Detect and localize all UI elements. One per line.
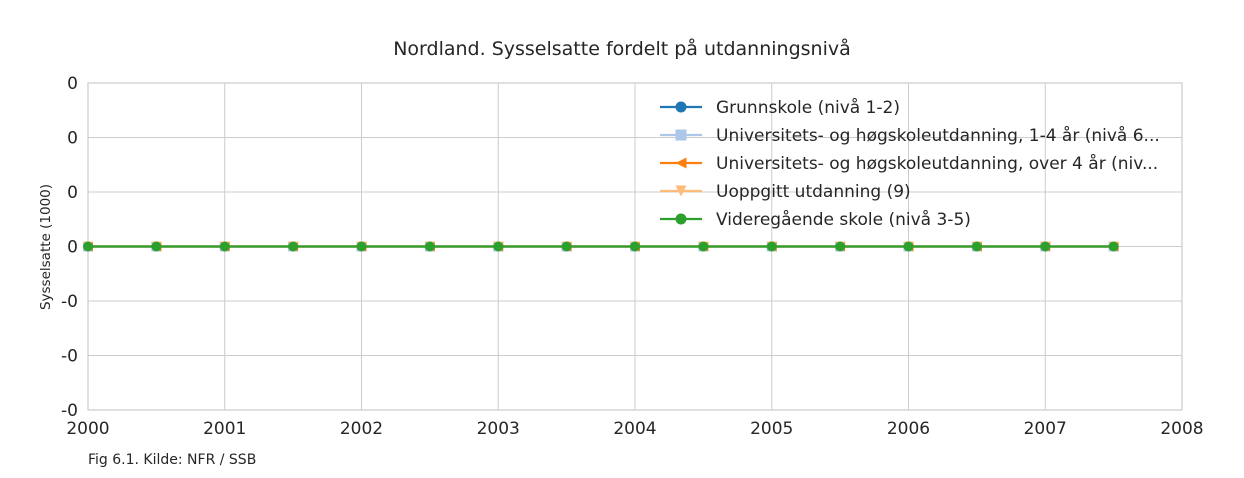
legend-marker [675,185,687,197]
x-tick-label: 2002 [340,419,383,439]
y-axis-label: Sysselsatte (1000) [38,184,54,310]
figure-caption: Fig 6.1. Kilde: NFR / SSB [88,452,256,468]
data-point [219,241,230,252]
chart-title: Nordland. Sysselsatte fordelt på utdanni… [393,37,851,60]
legend-marker [675,157,687,169]
legend-item: Videregående skole (nivå 3-5) [660,209,971,230]
x-tick-label: 2005 [750,419,793,439]
data-point [561,241,572,252]
x-tick-label: 2003 [477,419,520,439]
legend-label: Videregående skole (nivå 3-5) [716,209,971,230]
y-tick-label: -0 [61,401,78,421]
legend-marker [675,101,687,113]
legend-marker [675,213,687,225]
x-tick-label: 2000 [66,419,109,439]
y-tick-label: -0 [61,347,78,367]
x-tick-label: 2001 [203,419,246,439]
data-point [424,241,435,252]
legend-label: Uoppgitt utdanning (9) [716,182,911,202]
data-point [1040,241,1051,252]
legend: Grunnskole (nivå 1-2) Universitets- og hø… [660,97,1160,230]
x-axis: 2000 2001 2002 2003 2004 2005 2006 2007 2008 [66,419,1203,439]
data-point [493,241,504,252]
series-layer [83,241,1119,252]
data-point [630,241,640,252]
y-tick-label: 0 [67,238,78,258]
legend-item: Universitets- og høgskoleutdanning, over… [660,153,1158,174]
data-point [356,241,367,252]
legend-item: Universitets- og høgskoleutdanning, 1-4 … [660,125,1160,146]
legend-label: Universitets- og høgskoleutdanning, 1-4 … [716,125,1160,146]
x-tick-label: 2006 [887,419,930,439]
legend-item: Uoppgitt utdanning (9) [660,182,911,202]
data-point [698,241,709,252]
x-tick-label: 2007 [1024,419,1067,439]
legend-label: Universitets- og høgskoleutdanning, over… [716,153,1158,174]
y-axis: 0 0 0 0 -0 -0 -0 [61,74,78,421]
data-point [903,241,914,252]
legend-item: Grunnskole (nivå 1-2) [660,97,900,118]
data-point [766,241,777,252]
legend-marker [675,129,687,141]
x-tick-label: 2008 [1160,419,1203,439]
data-point [151,241,162,252]
y-tick-label: 0 [67,129,78,149]
data-point [83,241,93,252]
data-point [835,241,846,252]
y-tick-label: 0 [67,74,78,94]
y-tick-label: -0 [61,292,78,312]
legend-label: Grunnskole (nivå 1-2) [716,97,900,118]
data-point [1108,241,1119,252]
y-tick-label: 0 [67,183,78,203]
series-5 [83,241,1119,252]
data-point [288,241,299,252]
data-point [971,241,982,252]
x-tick-label: 2004 [613,419,656,439]
